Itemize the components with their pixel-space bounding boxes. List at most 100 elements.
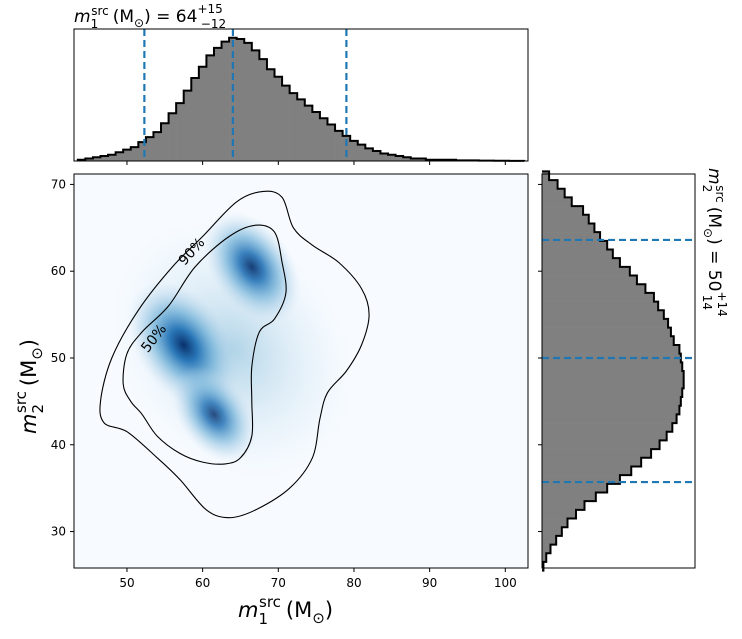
right-hist-bar xyxy=(542,440,660,450)
top-panel-frame xyxy=(73,28,529,162)
right-hist-bar xyxy=(542,171,550,181)
top-hist-bar xyxy=(266,69,275,161)
top-hist-bar xyxy=(130,147,139,161)
right-hist-bar xyxy=(542,336,674,346)
top-hist-bar xyxy=(342,135,351,161)
top-hist-bar xyxy=(221,41,230,162)
top-interval-lines xyxy=(143,29,348,161)
top-hist-bar xyxy=(213,47,222,161)
top-hist-outline xyxy=(76,36,526,162)
right-hist-bar xyxy=(542,475,620,485)
joint-panel-frame xyxy=(73,173,529,569)
right-hist-bar xyxy=(542,423,673,433)
top-hist-bar xyxy=(123,149,132,161)
x-tick-label: 100 xyxy=(494,576,517,590)
top-hist-bar xyxy=(297,99,306,161)
right-hist-outline xyxy=(542,170,685,572)
top-hist-bar xyxy=(410,158,419,161)
top-marginal-panel: m1src (M⊙) = 64+15 −12 xyxy=(73,2,529,165)
top-hist-bar xyxy=(372,150,381,161)
right-hist-bar xyxy=(542,301,659,311)
top-panel-ticks xyxy=(126,161,506,165)
top-hist-bar xyxy=(274,76,283,161)
right-hist-bar xyxy=(542,249,613,259)
top-hist-bar xyxy=(206,55,215,161)
top-hist-bar xyxy=(327,124,336,161)
x-axis-label: m1src (M⊙) xyxy=(238,593,333,628)
right-hist-bar xyxy=(542,431,667,441)
x-tick-label: 80 xyxy=(346,576,361,590)
joint-ticks: 50 60 70 80 90 100 30 40 50 60 70 xyxy=(51,177,517,590)
top-hist-bar xyxy=(236,39,245,161)
right-hist-bar xyxy=(542,388,683,398)
top-hist-bar xyxy=(161,123,169,161)
top-hist-bar xyxy=(138,142,147,161)
right-hist-bar xyxy=(542,327,671,337)
right-hist-bar xyxy=(542,310,664,320)
right-hist-bar xyxy=(542,544,551,554)
density-peak-1 xyxy=(202,210,301,323)
right-hist-bar xyxy=(542,232,601,242)
right-hist-bar xyxy=(542,371,684,380)
right-hist-bar xyxy=(542,206,584,216)
density-peak-2 xyxy=(172,366,256,463)
right-marginal-panel: m2src(M⊙) = 50+1414 xyxy=(538,168,729,572)
y-tick-label: 40 xyxy=(51,438,66,452)
right-hist-bar xyxy=(542,449,652,459)
right-hist-bar xyxy=(542,405,680,415)
right-hist-bar xyxy=(542,501,585,511)
right-hist-bar xyxy=(542,284,646,294)
top-hist-bar xyxy=(259,59,268,161)
right-hist-bar xyxy=(542,275,637,285)
density-heatmap xyxy=(110,210,356,479)
right-hist-bar xyxy=(542,483,608,493)
right-hist-bar xyxy=(542,535,557,545)
top-hist-bar xyxy=(168,113,177,161)
top-hist-bar xyxy=(418,158,427,161)
right-panel-frame xyxy=(541,173,696,569)
right-hist-bar xyxy=(542,188,565,198)
top-hist-bar xyxy=(251,50,260,161)
top-hist-bar xyxy=(100,155,109,161)
top-hist-bar xyxy=(244,42,253,162)
top-hist-bar xyxy=(350,140,359,161)
right-histogram xyxy=(542,170,685,572)
right-hist-bar xyxy=(542,492,596,502)
right-hist-bar xyxy=(542,223,595,233)
top-title: m1src (M⊙) = 64+15 −12 xyxy=(74,2,226,31)
top-hist-bar xyxy=(191,78,200,161)
right-hist-bar xyxy=(542,414,677,424)
y-tick-label: 70 xyxy=(51,177,66,191)
top-hist-bar xyxy=(289,93,298,161)
contour-50 xyxy=(122,224,287,465)
top-hist-bar xyxy=(282,85,290,161)
top-hist-bar xyxy=(145,137,154,161)
right-hist-bar xyxy=(542,240,608,250)
top-hist-bar xyxy=(403,157,412,161)
top-hist-bar xyxy=(92,157,101,161)
right-hist-bar xyxy=(542,553,547,563)
right-hist-bar xyxy=(542,527,562,537)
top-hist-bar xyxy=(85,158,94,161)
x-tick-label: 70 xyxy=(271,576,286,590)
right-hist-bar xyxy=(542,180,558,190)
right-hist-bar xyxy=(542,292,654,302)
top-hist-bar xyxy=(357,144,366,161)
credible-contours xyxy=(99,190,370,519)
top-hist-bar xyxy=(312,111,321,161)
right-hist-bar xyxy=(542,258,620,268)
top-hist-bar xyxy=(198,66,207,161)
right-hist-bar xyxy=(542,266,630,276)
y-tick-label: 50 xyxy=(51,351,66,365)
x-tick-label: 60 xyxy=(195,576,210,590)
top-hist-bar xyxy=(380,153,389,161)
top-hist-bar xyxy=(304,105,313,161)
top-hist-bar xyxy=(115,152,124,161)
y-tick-label: 30 xyxy=(51,525,66,539)
right-hist-bar xyxy=(542,362,683,372)
right-hist-bar xyxy=(542,509,576,519)
right-panel-ticks xyxy=(538,183,542,533)
top-hist-bar xyxy=(365,148,374,161)
right-hist-bar xyxy=(542,466,632,476)
